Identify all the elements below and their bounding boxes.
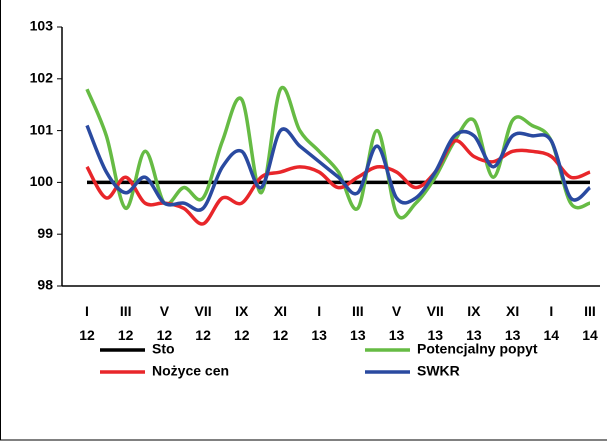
x-tick-label-line: IX — [235, 303, 249, 319]
legend-label: Nożyce cen — [152, 363, 229, 379]
x-tick-label-line: 13 — [427, 327, 443, 343]
x-tick-label-line: V — [392, 303, 402, 319]
x-tick-label: XI 13 — [505, 303, 521, 343]
x-tick-label-line: 13 — [311, 327, 327, 343]
y-tick-label: 103 — [30, 18, 54, 34]
x-tick-label: I 13 — [311, 303, 327, 343]
x-tick-label: VII 12 — [195, 303, 212, 343]
series-line — [85, 124, 592, 212]
x-tick-label: III 13 — [350, 303, 366, 343]
x-tick-label-line: III — [584, 303, 596, 319]
x-tick-label-line: 13 — [505, 327, 521, 343]
y-tick-label: 101 — [30, 121, 54, 137]
legend-label: Sto — [152, 341, 175, 357]
x-tick-label-line: VII — [195, 303, 212, 319]
x-tick-label-line: 12 — [195, 327, 211, 343]
x-tick-label-line: I — [317, 303, 321, 319]
x-tick-label-line: 12 — [118, 327, 134, 343]
x-tick-label: V 12 — [157, 303, 173, 343]
x-tick-label: IX 13 — [466, 303, 482, 343]
x-tick-label: I 14 — [544, 303, 560, 343]
x-tick-label-line: V — [160, 303, 170, 319]
x-tick-label-line: 14 — [544, 327, 560, 343]
x-tick-label-line: 13 — [466, 327, 482, 343]
y-tick-label: 99 — [37, 225, 53, 241]
x-tick-label: III 12 — [118, 303, 134, 343]
x-tick-label-line: III — [352, 303, 364, 319]
x-tick-label-line: 12 — [273, 327, 289, 343]
y-tick-label: 98 — [37, 277, 53, 293]
x-tick-label-line: VII — [427, 303, 444, 319]
x-tick-label-line: 12 — [234, 327, 250, 343]
x-tick-label: III 14 — [582, 303, 598, 343]
x-tick-label-line: 13 — [389, 327, 405, 343]
x-tick-label: VII 13 — [427, 303, 444, 343]
x-tick-label-line: I — [85, 303, 89, 319]
x-tick-label-line: 12 — [157, 327, 173, 343]
x-tick-label-line: IX — [467, 303, 481, 319]
x-tick-label-line: XI — [274, 303, 287, 319]
x-tick-label: IX 12 — [234, 303, 250, 343]
x-tick-label-line: 13 — [350, 327, 366, 343]
y-tick-label: 102 — [30, 70, 54, 86]
x-tick-label: XI 12 — [273, 303, 289, 343]
x-tick-label: I 12 — [79, 303, 95, 343]
y-tick-label: 100 — [30, 173, 54, 189]
legend-label: Potencjalny popyt — [417, 341, 538, 357]
x-tick-label-line: III — [120, 303, 132, 319]
x-tick-label-line: XI — [506, 303, 519, 319]
x-tick-label-line: 12 — [79, 327, 95, 343]
x-tick-label-line: I — [549, 303, 553, 319]
x-tick-label: V 13 — [389, 303, 405, 343]
x-tick-label-line: 14 — [582, 327, 598, 343]
legend-label: SWKR — [417, 363, 460, 379]
